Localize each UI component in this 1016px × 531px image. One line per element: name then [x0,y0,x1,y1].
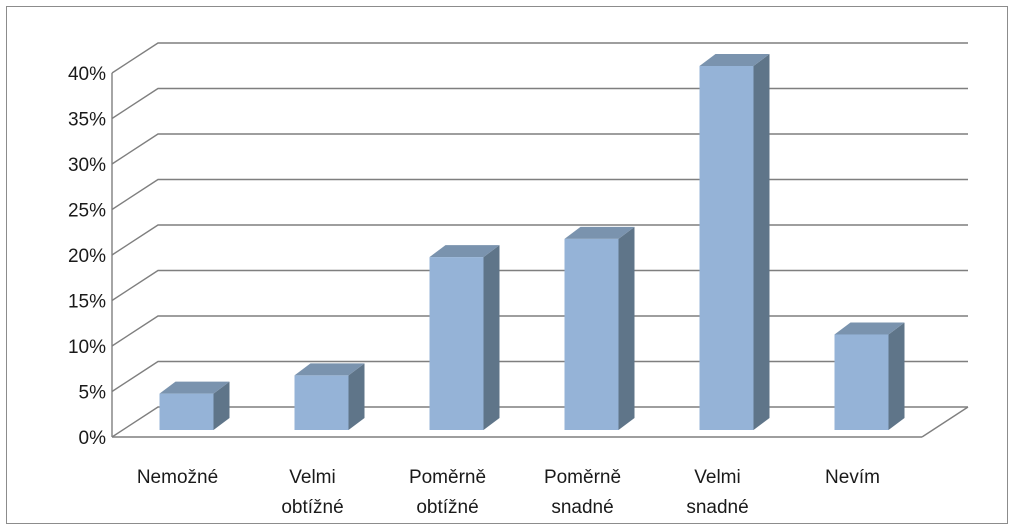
bar-front [564,238,619,430]
bar-front [429,257,484,430]
bar-front [834,334,889,430]
bar-front [699,66,754,430]
bar-side [348,363,365,430]
bar [429,245,500,430]
bar-top [699,54,770,66]
x-category-label: Poměrně snadné [544,467,621,518]
bar-side [483,245,500,430]
gridline [111,178,968,211]
bar-top [429,245,500,258]
gridlines [111,42,968,438]
bar-side [753,54,770,430]
gridline [111,406,968,438]
y-tick-label: 40% [68,64,106,85]
gridline [111,87,968,120]
floor-edge [921,406,969,438]
y-tick-label: 35% [68,110,106,131]
gridline [111,360,968,393]
bar [834,322,905,430]
bars [159,54,905,430]
x-category-label: Poměrně obtížné [409,467,486,518]
bar [294,363,365,430]
x-axis-category-labels: Nemožné Velmi obtížné Poměrně obtížné Poměrně… [137,467,880,518]
x-category-label: Nevím [825,467,880,488]
y-tick-label: 5% [79,383,107,404]
gridline [111,133,968,165]
y-tick-label: 30% [68,155,106,176]
gridline [111,224,968,256]
bar-front [294,375,349,430]
bar-top [564,226,635,239]
bar [699,54,770,430]
gridline [111,42,968,74]
y-tick-label: 10% [68,337,106,358]
axes [111,73,969,438]
bar-side [213,381,230,430]
y-tick-label: 25% [68,201,106,222]
bar-top [294,363,365,376]
y-tick-label: 20% [68,246,106,267]
x-category-label: Velmi snadné [686,467,748,518]
bar [564,226,635,430]
gridline [111,269,968,302]
bar [159,381,230,430]
bar-top [159,381,230,394]
x-category-label: Velmi obtížné [281,467,343,518]
bar-top [834,322,905,335]
gridline [111,315,968,347]
y-tick-label: 0% [79,428,107,449]
x-category-label: Nemožné [137,467,218,488]
y-tick-label: 15% [68,292,106,313]
y-axis-tick-labels: 0% 5% 10% 15% 20% 25% 30% 35% 40% [68,64,106,449]
bar-side [888,322,905,430]
bar-side [618,226,635,430]
bar-front [159,393,214,430]
